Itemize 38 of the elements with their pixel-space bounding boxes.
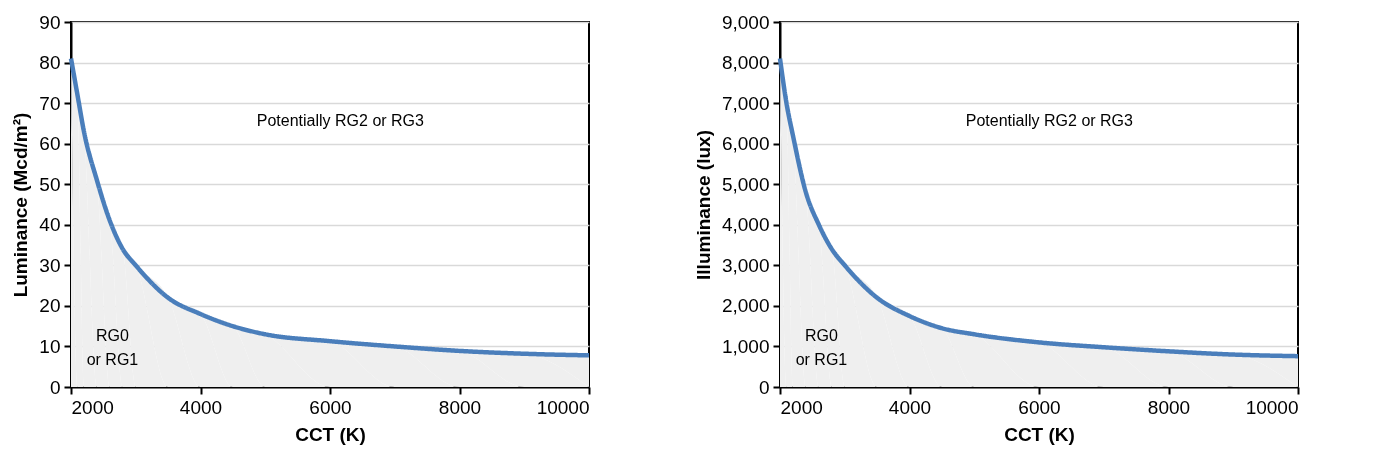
y-tick-label: 40	[39, 214, 61, 236]
x-tick-label: 8000	[1147, 396, 1191, 418]
annotation: Potentially RG2 or RG3	[256, 111, 425, 129]
x-tick-label: 2000	[780, 396, 823, 418]
x-tick-label: 2000	[71, 396, 114, 418]
y-tick-label: 0	[49, 376, 61, 398]
y-tick-label: 7,000	[721, 92, 770, 114]
y-tick-label: 5,000	[721, 173, 770, 195]
y-tick-label: 10	[39, 335, 61, 357]
x-tick-label: 10000	[1245, 396, 1299, 418]
y-tick-label: 20	[39, 295, 61, 317]
y-tick-label: 6,000	[721, 133, 770, 155]
y-tick-label: 90	[39, 11, 61, 33]
y-tick-label: 50	[39, 173, 61, 195]
x-tick-label: 6000	[309, 396, 352, 418]
y-tick-label: 70	[39, 92, 61, 114]
y-tick-label: 60	[39, 133, 61, 155]
annotation: RG0 or RG1	[86, 326, 139, 368]
y-tick-label: 0	[758, 376, 770, 398]
y-axis-title: Illuminance (lux)	[692, 130, 714, 280]
y-axis-title: Luminance (Mcd/m²)	[10, 112, 32, 298]
annotation: RG0 or RG1	[795, 326, 848, 368]
y-tick-label: 8,000	[721, 52, 770, 74]
x-tick-label: 6000	[1018, 396, 1061, 418]
y-tick-label: 80	[39, 52, 61, 74]
y-tick-label: 3,000	[721, 254, 770, 276]
y-tick-label: 2,000	[721, 295, 770, 317]
y-tick-label: 1,000	[721, 335, 770, 357]
x-tick-label: 10000	[536, 396, 590, 418]
x-axis-title: CCT (K)	[295, 423, 366, 445]
y-tick-label: 9,000	[721, 11, 770, 33]
x-tick-label: 4000	[888, 396, 932, 418]
x-tick-label: 8000	[438, 396, 482, 418]
y-tick-label: 30	[39, 254, 61, 276]
y-tick-label: 4,000	[721, 214, 770, 236]
x-axis-title: CCT (K)	[1004, 423, 1075, 445]
x-tick-label: 4000	[179, 396, 223, 418]
annotation: Potentially RG2 or RG3	[965, 111, 1134, 129]
